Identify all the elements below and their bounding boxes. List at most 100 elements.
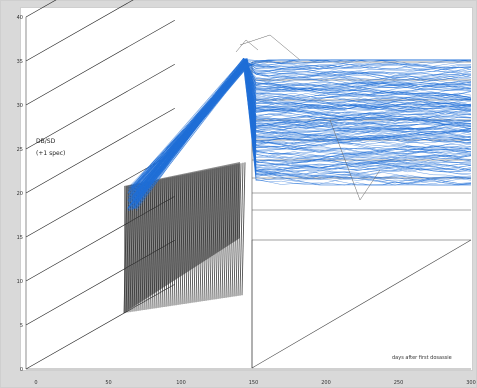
series-line xyxy=(127,61,472,206)
series-line xyxy=(135,59,472,203)
series-line xyxy=(132,61,472,200)
series-line xyxy=(132,67,472,210)
series-line xyxy=(128,65,472,209)
series-line xyxy=(129,62,472,205)
series-line xyxy=(132,59,472,199)
series-line xyxy=(136,59,472,210)
series-line xyxy=(134,64,472,194)
series-line xyxy=(136,58,472,196)
series-line xyxy=(127,60,472,202)
series-line xyxy=(128,58,472,202)
series-line xyxy=(133,62,472,191)
series-line xyxy=(128,57,472,203)
x-tick-label: 50 xyxy=(105,380,111,386)
series-line xyxy=(127,61,472,209)
series-line xyxy=(131,67,472,199)
gridline xyxy=(25,107,175,194)
series-line xyxy=(131,58,472,209)
series-line xyxy=(127,58,472,208)
series-line xyxy=(130,66,472,192)
series-line xyxy=(132,59,472,206)
series-line xyxy=(134,66,472,209)
series-line xyxy=(128,60,472,209)
series-line xyxy=(136,66,472,202)
y-tick-label: 15 xyxy=(17,235,23,241)
y-tick-label: 30 xyxy=(17,103,23,109)
series-line xyxy=(132,60,472,208)
series-line xyxy=(127,61,472,195)
floor-line xyxy=(251,239,472,369)
series-line xyxy=(129,59,471,196)
series-line xyxy=(131,64,472,211)
gridline xyxy=(25,0,57,18)
gridline xyxy=(25,63,175,150)
series-line xyxy=(134,67,472,207)
series-line xyxy=(128,66,472,188)
series-line xyxy=(135,61,472,209)
x-tick-label: 300 xyxy=(466,380,476,386)
outlier-line xyxy=(235,39,259,53)
y-tick-label: 20 xyxy=(17,191,23,197)
series-line xyxy=(128,63,472,201)
x-tick-labels: 0 50 100 150 200 250 300 xyxy=(34,380,475,386)
y-tick-label: 0 xyxy=(20,367,23,373)
series-line xyxy=(134,61,472,199)
series-line xyxy=(133,64,472,188)
series-line xyxy=(127,61,472,191)
series-line xyxy=(132,59,471,190)
x-tick-label: 0 xyxy=(34,380,37,386)
shadow-area xyxy=(124,162,240,313)
series-line xyxy=(134,65,472,197)
series-line xyxy=(129,60,472,190)
series-line xyxy=(129,59,472,207)
series-line xyxy=(130,65,472,188)
series-line xyxy=(127,59,472,209)
y-tick-label: 10 xyxy=(17,279,23,285)
outlier-line xyxy=(329,119,381,201)
series-line xyxy=(130,65,472,211)
series-line xyxy=(133,61,472,193)
series-line xyxy=(131,64,472,196)
series-line xyxy=(133,57,472,201)
series-line xyxy=(134,59,472,204)
gridline xyxy=(25,19,175,106)
series-line xyxy=(128,59,472,190)
series-line xyxy=(128,58,472,207)
outlier-line xyxy=(239,34,301,61)
x-axis-label: days after first dosassie xyxy=(392,355,452,361)
y-tick-label: 40 xyxy=(17,15,23,21)
x-tick-label: 100 xyxy=(176,380,186,386)
series-line xyxy=(129,59,472,206)
y-tick-labels: 0 5 10 15 20 25 30 35 40 xyxy=(17,15,23,373)
x-tick-label: 200 xyxy=(321,380,331,386)
series-line xyxy=(128,66,472,193)
perspective-guides xyxy=(25,0,472,370)
series-line xyxy=(129,61,472,207)
series-line xyxy=(128,58,472,195)
series-line xyxy=(128,63,472,202)
series-line xyxy=(129,63,472,194)
series-line xyxy=(136,59,472,206)
series-line xyxy=(128,60,472,190)
series-line xyxy=(129,61,472,196)
x-tick-label: 150 xyxy=(249,380,259,386)
series-line xyxy=(135,66,472,201)
y-tick-label: 25 xyxy=(17,147,23,153)
series-line xyxy=(133,59,472,203)
series-lines xyxy=(127,34,472,212)
series-line xyxy=(131,62,472,207)
series-line xyxy=(137,64,472,197)
series-line xyxy=(133,62,472,201)
series-line xyxy=(130,66,472,206)
shadow-line xyxy=(239,162,244,296)
y-tick-label: 5 xyxy=(20,323,23,329)
shadow-line xyxy=(241,162,246,296)
series-line xyxy=(129,63,472,212)
y-tick-label: 35 xyxy=(17,59,23,65)
shadow-series xyxy=(123,162,246,314)
series-line xyxy=(135,59,472,204)
series-line xyxy=(132,65,472,203)
series-line xyxy=(133,61,472,205)
series-line xyxy=(133,61,472,199)
